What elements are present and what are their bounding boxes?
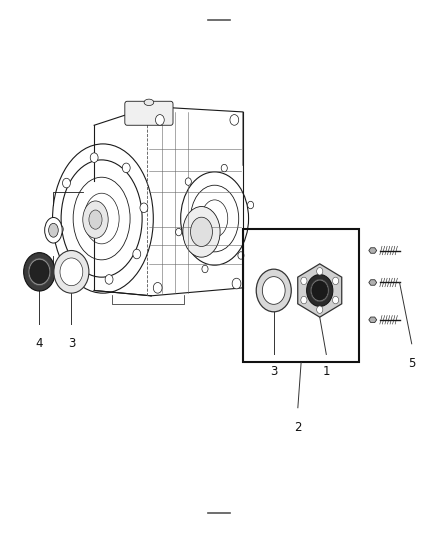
Circle shape	[232, 278, 241, 289]
Text: 3: 3	[270, 365, 277, 378]
Circle shape	[90, 153, 98, 163]
Circle shape	[221, 164, 227, 172]
Circle shape	[262, 277, 285, 304]
Polygon shape	[298, 264, 342, 317]
Circle shape	[311, 279, 329, 302]
Circle shape	[238, 252, 244, 259]
Text: 2: 2	[294, 421, 302, 434]
Circle shape	[153, 282, 162, 293]
Circle shape	[332, 277, 339, 285]
Polygon shape	[369, 317, 377, 322]
Text: 1: 1	[322, 365, 330, 378]
Circle shape	[30, 260, 49, 284]
Circle shape	[332, 296, 339, 304]
Ellipse shape	[89, 210, 102, 229]
Circle shape	[105, 274, 113, 284]
Text: 3: 3	[68, 337, 75, 350]
Circle shape	[256, 269, 291, 312]
Ellipse shape	[183, 207, 220, 257]
Circle shape	[317, 268, 323, 275]
Circle shape	[317, 306, 323, 313]
Circle shape	[73, 264, 81, 274]
Ellipse shape	[191, 217, 212, 247]
Circle shape	[307, 274, 333, 306]
Circle shape	[301, 296, 307, 304]
Ellipse shape	[49, 223, 58, 237]
Circle shape	[63, 178, 71, 188]
Circle shape	[247, 201, 254, 209]
Circle shape	[176, 228, 182, 236]
Circle shape	[230, 115, 239, 125]
Circle shape	[140, 203, 148, 213]
Circle shape	[60, 258, 83, 286]
Circle shape	[133, 249, 141, 259]
FancyBboxPatch shape	[125, 101, 173, 125]
Circle shape	[55, 224, 63, 234]
Text: 4: 4	[35, 337, 43, 350]
Circle shape	[312, 281, 328, 300]
Circle shape	[24, 253, 55, 291]
Circle shape	[28, 258, 51, 286]
Ellipse shape	[144, 99, 154, 106]
Ellipse shape	[83, 201, 108, 238]
Circle shape	[155, 115, 164, 125]
Polygon shape	[369, 248, 377, 253]
Circle shape	[202, 265, 208, 273]
Circle shape	[185, 178, 191, 185]
Ellipse shape	[45, 217, 62, 243]
Circle shape	[54, 251, 89, 293]
Text: 5: 5	[408, 357, 415, 370]
Circle shape	[301, 277, 307, 285]
Bar	[243, 229, 359, 362]
Circle shape	[122, 163, 130, 173]
Polygon shape	[369, 280, 377, 285]
